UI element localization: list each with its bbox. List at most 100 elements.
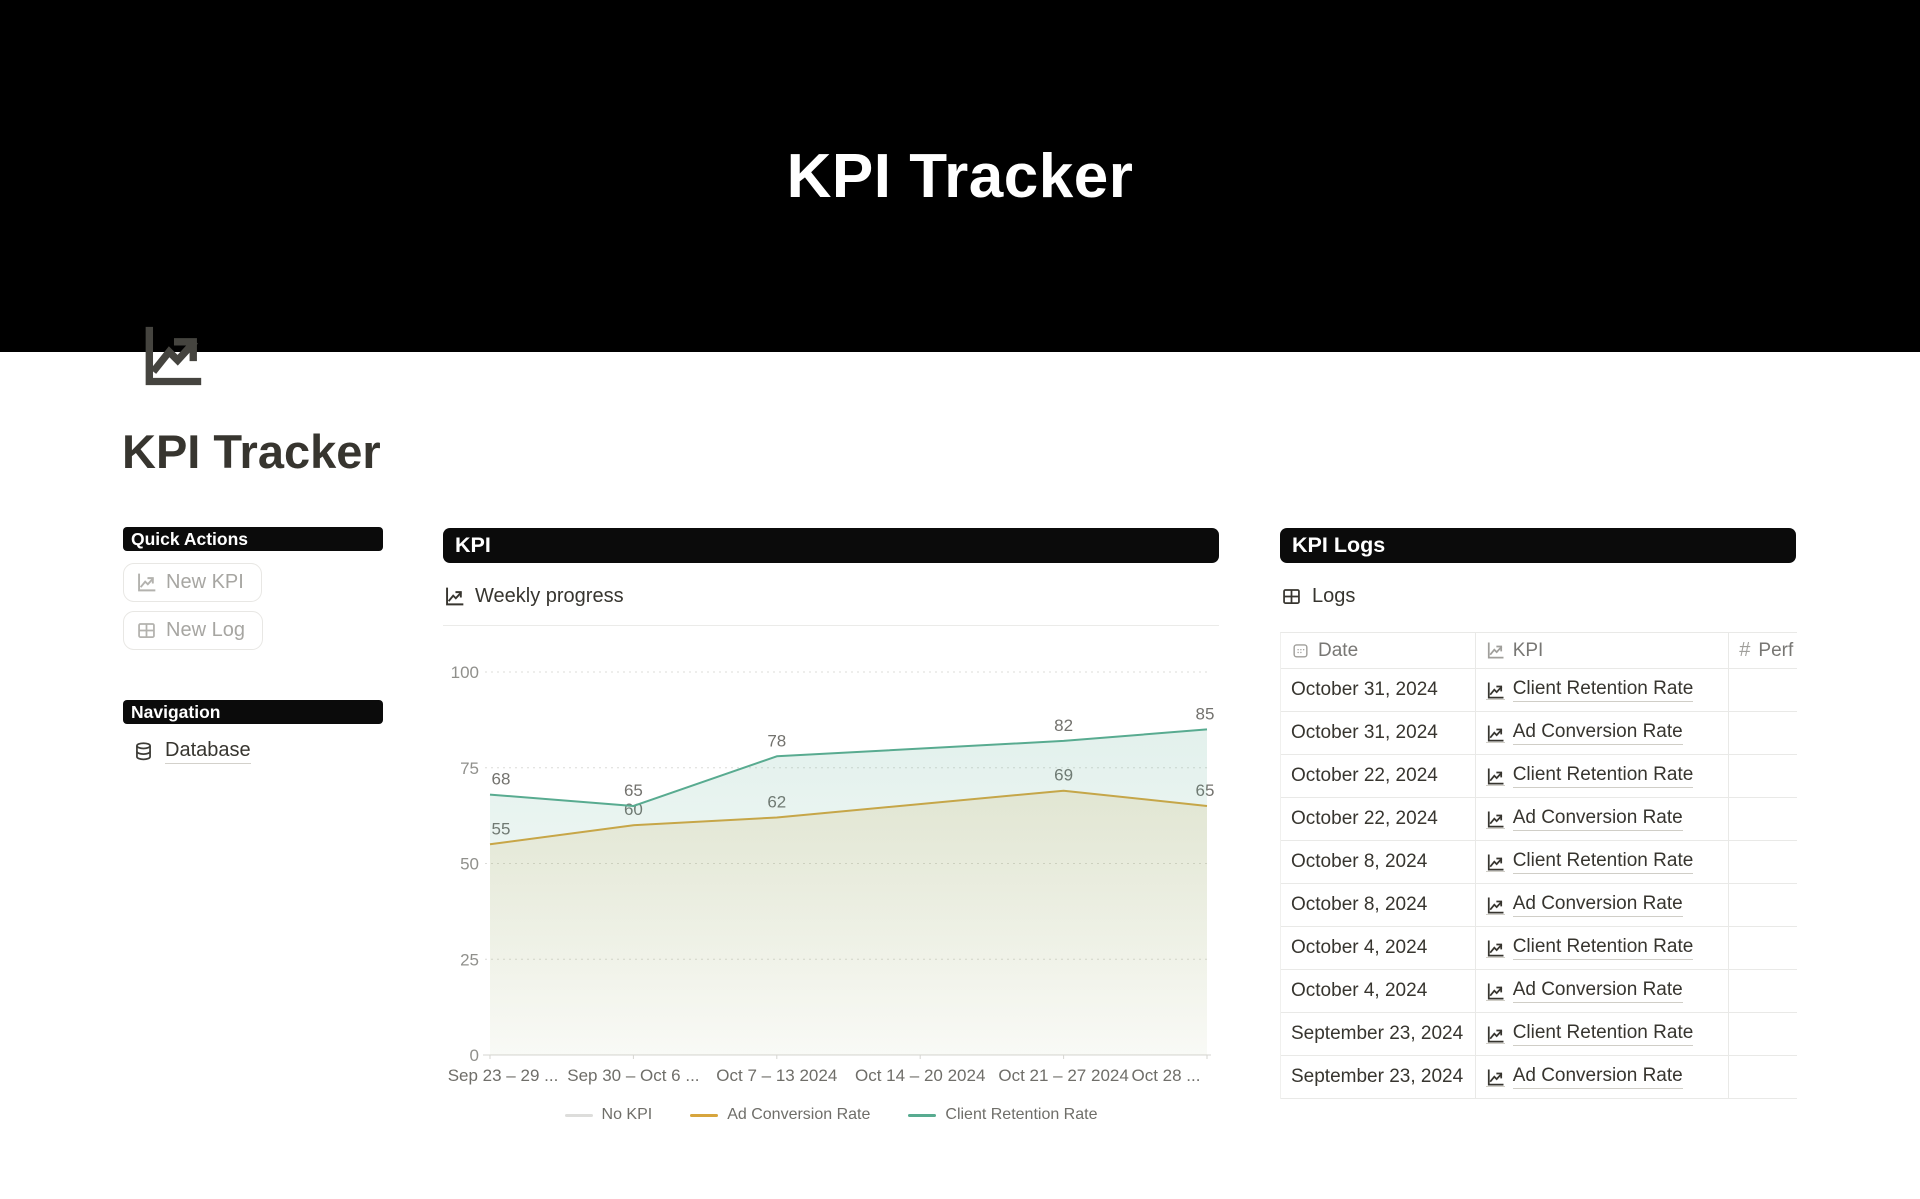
log-perf-cell[interactable] xyxy=(1729,927,1797,969)
kpi-chart-section: KPI Weekly progress 0 25 50 75 100 Sep 23 – 2… xyxy=(443,528,1219,1168)
kpi-relation-link[interactable]: Ad Conversion Rate xyxy=(1485,893,1683,917)
table-row[interactable]: September 23, 2024 Client Retention Rate xyxy=(1281,1013,1797,1056)
line-chart-icon xyxy=(1485,724,1505,743)
table-row[interactable]: October 4, 2024 Client Retention Rate xyxy=(1281,927,1797,970)
log-kpi-cell[interactable]: Ad Conversion Rate xyxy=(1476,1056,1730,1098)
line-chart-icon xyxy=(1485,767,1505,786)
log-perf-cell[interactable] xyxy=(1729,712,1797,754)
line-chart-icon xyxy=(1485,896,1505,915)
kpi-relation-link[interactable]: Client Retention Rate xyxy=(1485,936,1694,960)
column-header-kpi[interactable]: KPI xyxy=(1476,633,1730,668)
log-date-cell[interactable]: October 31, 2024 xyxy=(1281,669,1476,711)
legend-swatch xyxy=(564,1113,593,1117)
svg-text:Sep 23 – 29 ...: Sep 23 – 29 ... xyxy=(448,1066,559,1085)
table-row[interactable]: October 22, 2024 Client Retention Rate xyxy=(1281,755,1797,798)
column-header-perf[interactable]: # Perf xyxy=(1729,633,1797,668)
log-kpi-cell[interactable]: Client Retention Rate xyxy=(1476,755,1730,797)
log-date-cell[interactable]: September 23, 2024 xyxy=(1281,1013,1476,1055)
database-icon xyxy=(133,741,154,762)
svg-text:Sep 30 – Oct 6 ...: Sep 30 – Oct 6 ... xyxy=(567,1066,699,1085)
legend-swatch xyxy=(690,1113,719,1117)
svg-text:85: 85 xyxy=(1196,704,1215,723)
table-row[interactable]: October 31, 2024 Client Retention Rate xyxy=(1281,669,1797,712)
logs-table-title: Logs xyxy=(1312,585,1356,607)
log-perf-cell[interactable] xyxy=(1729,798,1797,840)
log-kpi-cell[interactable]: Ad Conversion Rate xyxy=(1476,884,1730,926)
line-chart-icon xyxy=(1485,1025,1505,1044)
log-kpi-cell[interactable]: Ad Conversion Rate xyxy=(1476,970,1730,1012)
log-kpi-cell[interactable]: Ad Conversion Rate xyxy=(1476,798,1730,840)
kpi-relation-link[interactable]: Ad Conversion Rate xyxy=(1485,979,1683,1003)
log-perf-cell[interactable] xyxy=(1729,755,1797,797)
legend-label: No KPI xyxy=(601,1106,653,1123)
log-date-cell[interactable]: October 22, 2024 xyxy=(1281,755,1476,797)
kpi-relation-link[interactable]: Client Retention Rate xyxy=(1485,1022,1694,1046)
kpi-relation-link[interactable]: Client Retention Rate xyxy=(1485,764,1694,788)
table-row[interactable]: October 8, 2024 Client Retention Rate xyxy=(1281,841,1797,884)
logs-table-title-row[interactable]: Logs xyxy=(1281,585,1355,608)
sidebar-item-database[interactable]: Database xyxy=(133,739,251,764)
svg-text:25: 25 xyxy=(460,950,479,969)
weekly-progress-chart: 0 25 50 75 100 Sep 23 – 29 ... Sep 30 – Oct 6 … xyxy=(443,645,1219,1105)
quick-actions-header: Quick Actions xyxy=(123,527,383,551)
log-perf-cell[interactable] xyxy=(1729,1013,1797,1055)
svg-text:Oct 28 ...: Oct 28 ... xyxy=(1132,1066,1201,1085)
kpi-relation-link[interactable]: Ad Conversion Rate xyxy=(1485,807,1683,831)
cover-title: KPI Tracker xyxy=(786,141,1134,211)
log-perf-cell[interactable] xyxy=(1729,970,1797,1012)
kpi-link-label: Ad Conversion Rate xyxy=(1512,721,1683,745)
log-kpi-cell[interactable]: Client Retention Rate xyxy=(1476,1013,1730,1055)
sidebar: Quick Actions New KPI New Log Navigation… xyxy=(123,527,383,807)
log-kpi-cell[interactable]: Ad Conversion Rate xyxy=(1476,712,1730,754)
table-icon xyxy=(1281,586,1302,607)
log-date-cell[interactable]: October 4, 2024 xyxy=(1281,970,1476,1012)
kpi-relation-link[interactable]: Ad Conversion Rate xyxy=(1485,1065,1683,1089)
table-row[interactable]: October 8, 2024 Ad Conversion Rate xyxy=(1281,884,1797,927)
line-chart-icon xyxy=(1485,1068,1505,1087)
svg-text:50: 50 xyxy=(460,855,479,874)
log-date-cell[interactable]: October 8, 2024 xyxy=(1281,841,1476,883)
legend-label: Ad Conversion Rate xyxy=(727,1106,871,1123)
log-date-cell[interactable]: October 31, 2024 xyxy=(1281,712,1476,754)
kpi-column-label: KPI xyxy=(1512,639,1544,661)
line-chart-icon xyxy=(136,572,157,593)
log-date-cell[interactable]: September 23, 2024 xyxy=(1281,1056,1476,1098)
line-chart-icon xyxy=(1485,982,1505,1001)
table-row[interactable]: October 22, 2024 Ad Conversion Rate xyxy=(1281,798,1797,841)
log-perf-cell[interactable] xyxy=(1729,841,1797,883)
table-icon xyxy=(136,620,157,641)
date-column-label: Date xyxy=(1318,639,1359,661)
new-log-button[interactable]: New Log xyxy=(123,611,263,650)
kpi-relation-link[interactable]: Ad Conversion Rate xyxy=(1485,721,1683,745)
svg-text:100: 100 xyxy=(451,663,479,682)
svg-text:78: 78 xyxy=(767,731,786,750)
kpi-relation-link[interactable]: Client Retention Rate xyxy=(1485,678,1694,702)
column-header-date[interactable]: Date xyxy=(1281,633,1476,668)
log-perf-cell[interactable] xyxy=(1729,669,1797,711)
svg-text:0: 0 xyxy=(470,1046,479,1065)
line-chart-icon xyxy=(444,586,465,607)
kpi-link-label: Ad Conversion Rate xyxy=(1512,1065,1683,1089)
log-perf-cell[interactable] xyxy=(1729,884,1797,926)
chart-title-row: Weekly progress xyxy=(444,585,624,608)
table-row[interactable]: September 23, 2024 Ad Conversion Rate xyxy=(1281,1056,1797,1099)
kpi-link-label: Ad Conversion Rate xyxy=(1512,893,1683,917)
new-kpi-button[interactable]: New KPI xyxy=(123,563,262,602)
svg-text:65: 65 xyxy=(624,781,643,800)
kpi-relation-link[interactable]: Client Retention Rate xyxy=(1485,850,1694,874)
log-date-cell[interactable]: October 4, 2024 xyxy=(1281,927,1476,969)
page-line-chart-icon[interactable] xyxy=(138,322,206,390)
line-chart-icon xyxy=(138,322,206,390)
log-kpi-cell[interactable]: Client Retention Rate xyxy=(1476,927,1730,969)
legend-item: Client Retention Rate xyxy=(908,1106,1097,1124)
table-row[interactable]: October 31, 2024 Ad Conversion Rate xyxy=(1281,712,1797,755)
legend-label: Client Retention Rate xyxy=(945,1106,1098,1123)
chart-legend: No KPI Ad Conversion Rate Client Retention… xyxy=(443,1106,1219,1124)
log-date-cell[interactable]: October 22, 2024 xyxy=(1281,798,1476,840)
log-kpi-cell[interactable]: Client Retention Rate xyxy=(1476,669,1730,711)
kpi-link-label: Client Retention Rate xyxy=(1512,764,1694,788)
log-kpi-cell[interactable]: Client Retention Rate xyxy=(1476,841,1730,883)
log-perf-cell[interactable] xyxy=(1729,1056,1797,1098)
table-row[interactable]: October 4, 2024 Ad Conversion Rate xyxy=(1281,970,1797,1013)
log-date-cell[interactable]: October 8, 2024 xyxy=(1281,884,1476,926)
